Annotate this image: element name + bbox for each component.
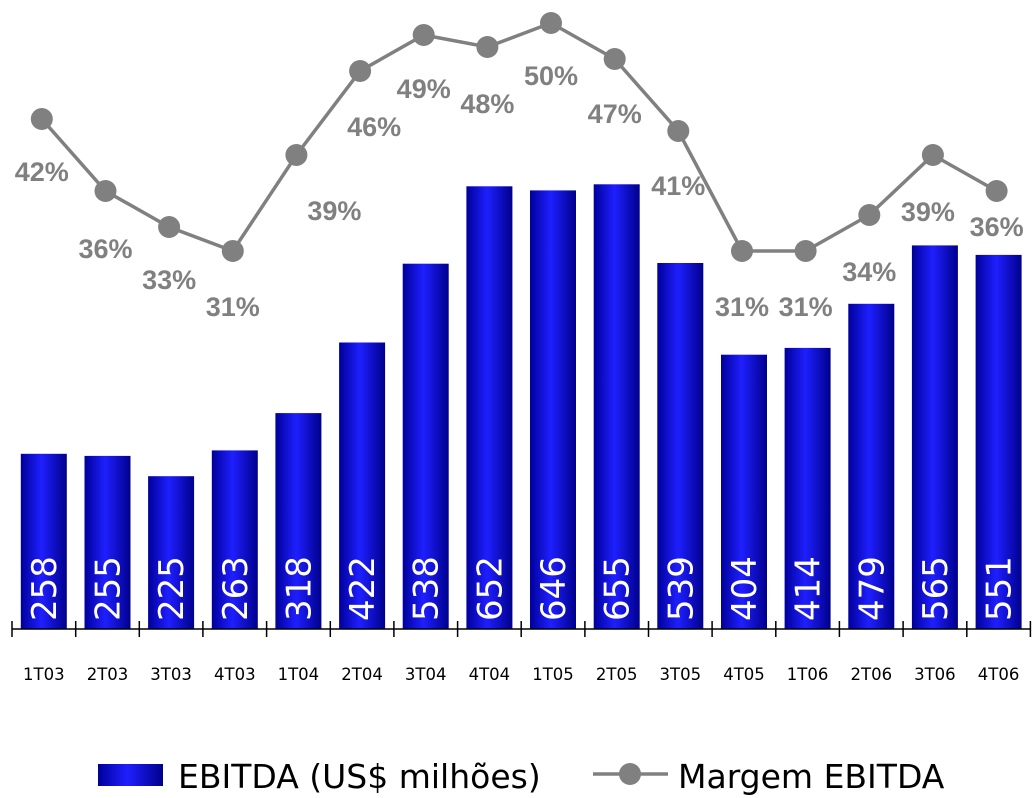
margin-point: [221, 240, 244, 262]
bar: [339, 342, 386, 629]
margin-value-label: 47%: [588, 99, 642, 129]
bar: [530, 190, 576, 629]
x-tick-label: 3T03: [150, 665, 192, 684]
bar-value-label: 565: [916, 556, 956, 621]
bar-value-label: 318: [279, 556, 319, 621]
bar: [657, 263, 704, 629]
bar: [211, 450, 258, 629]
x-tick-label: 4T04: [469, 665, 511, 684]
margin-value-label: 39%: [307, 196, 361, 226]
margin-value-label: 48%: [460, 89, 514, 119]
margin-point: [30, 108, 53, 130]
bar: [466, 186, 513, 630]
margin-value-label: 50%: [524, 61, 578, 91]
x-tick-label: 3T05: [660, 665, 702, 684]
bar: [721, 354, 767, 629]
x-tick-label: 1T03: [23, 665, 65, 684]
bar: [20, 453, 67, 629]
x-tick-label: 1T05: [532, 665, 574, 684]
x-axis: 1T03 2T03 3T03 4T03 1T04 2T04 3T04 4T04 1T05 2T05…: [11, 621, 1032, 684]
x-tick-label: 4T06: [978, 665, 1020, 684]
margin-point: [858, 204, 881, 226]
margin-point: [412, 24, 435, 46]
legend-line-marker: [619, 763, 641, 785]
margin-point: [921, 144, 944, 166]
bar: [784, 347, 831, 629]
bar-value-label: 538: [407, 556, 447, 621]
margin-value-label: 36%: [78, 234, 132, 264]
bar-value-label: 225: [152, 556, 192, 621]
margin-point: [603, 48, 626, 70]
bar-value-label: 414: [789, 556, 829, 621]
bar: [402, 263, 449, 629]
margin-value-label: 42%: [15, 157, 69, 187]
margin-point: [985, 180, 1008, 202]
bar-value-label: 655: [598, 556, 638, 621]
bar-value-label: 539: [661, 556, 701, 621]
bar-value-label: 646: [534, 556, 574, 621]
margin-point: [94, 180, 117, 202]
bar-value-label: 652: [470, 556, 510, 621]
margin-line: [40, 21, 998, 254]
x-tick-label: 3T04: [405, 665, 447, 684]
bar-value-label: 255: [89, 556, 129, 621]
bar-value-label: 263: [216, 556, 256, 621]
x-tick-label: 2T03: [87, 665, 129, 684]
margin-value-label: 49%: [397, 74, 451, 104]
margin-point: [540, 12, 562, 34]
margin-line-group: 42% 36% 33% 31% 39% 46% 49% 48% 50% 47% 41% 31% 31% 3…: [15, 12, 1024, 322]
bar-value-label: 258: [25, 556, 65, 621]
margin-value-label: 31%: [779, 292, 833, 322]
legend-line-label: Margem EBITDA: [678, 757, 945, 796]
bar-value-label: 551: [980, 556, 1020, 621]
bar: [275, 413, 322, 629]
x-tick-label: 1T06: [787, 665, 829, 684]
margin-point: [349, 60, 372, 82]
x-tick-label: 3T06: [914, 665, 956, 684]
margin-value-label: 31%: [715, 292, 769, 322]
margin-value-label: 46%: [347, 112, 401, 142]
bar: [911, 245, 958, 629]
x-tick-label: 2T04: [341, 665, 383, 684]
legend-bar-swatch: [98, 764, 163, 786]
margin-value-label: 33%: [142, 265, 196, 295]
bar: [84, 455, 131, 629]
x-tick-label: 2T06: [851, 665, 893, 684]
bar: [975, 254, 1022, 629]
margin-value-label: 31%: [206, 292, 260, 322]
bar-group: 258 255 225 263 318 422 538 652 646 655 539 404 414 4…: [20, 184, 1022, 630]
x-tick-label: 4T03: [214, 665, 256, 684]
bar: [593, 184, 640, 630]
margin-point: [285, 144, 308, 166]
bar-value-label: 422: [343, 556, 383, 621]
legend-bar-label: EBITDA (US$ milhões): [178, 757, 541, 796]
margin-value-label: 36%: [970, 212, 1024, 242]
bar-value-label: 479: [852, 556, 892, 621]
x-tick-label: 1T04: [278, 665, 320, 684]
bar: [148, 476, 195, 629]
margin-point: [731, 240, 753, 262]
bar: [848, 303, 895, 629]
margin-point: [158, 216, 181, 238]
x-tick-label: 4T05: [723, 665, 765, 684]
legend: EBITDA (US$ milhões) Margem EBITDA: [98, 757, 945, 796]
bar-value-label: 404: [725, 556, 765, 621]
margin-point: [476, 36, 499, 58]
margin-value-label: 39%: [901, 197, 955, 227]
margin-point: [667, 120, 690, 142]
margin-point: [794, 240, 817, 262]
margin-value-label: 41%: [651, 171, 705, 201]
x-tick-label: 2T05: [596, 665, 638, 684]
margin-value-label: 34%: [842, 257, 896, 287]
